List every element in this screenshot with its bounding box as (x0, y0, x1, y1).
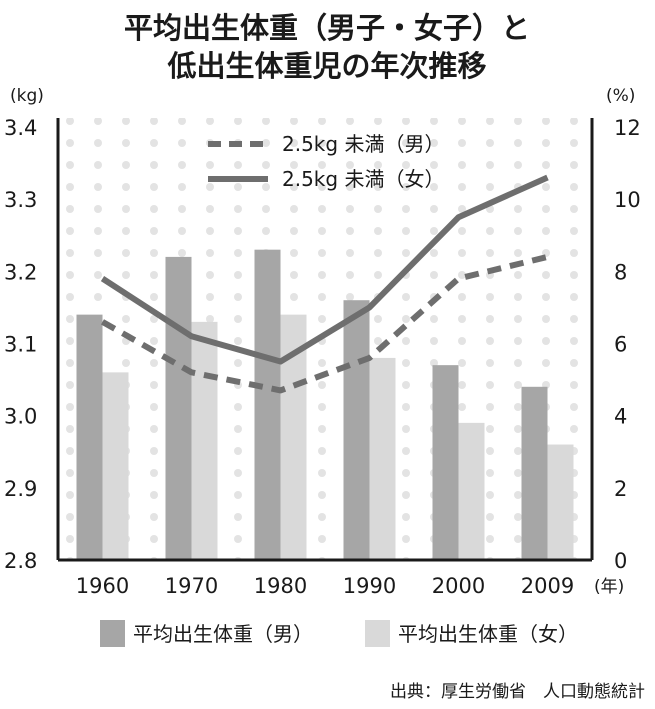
legend-label-solid-line: 2.5kg 未満（女） (282, 167, 444, 191)
x-tick-label: 2009 (521, 574, 574, 598)
line-low-weight-female (100, 174, 549, 365)
x-tick-label: 2000 (432, 574, 485, 598)
legend-label-dashed-line: 2.5kg 未満（男） (282, 132, 444, 156)
right-tick-label: 0 (614, 549, 627, 573)
bar-female-1970 (191, 321, 218, 560)
right-tick-label: 8 (614, 260, 627, 284)
bar-female-1990 (369, 357, 396, 560)
bar-male-1970 (165, 256, 192, 560)
legend-label-male-bar: 平均出生体重（男） (133, 622, 313, 646)
bar-female-2000 (458, 422, 485, 560)
left-tick-label: 2.8 (4, 549, 37, 573)
bar-male-1960 (76, 314, 103, 560)
source-note: 出典：厚生労働省 人口動態統計 (390, 682, 645, 702)
line-legend: 2.5kg 未満（男） 2.5kg 未満（女） (208, 132, 444, 191)
chart-title-line-2: 低出生体重児の年次推移 (166, 49, 486, 83)
x-tick-label: 1970 (165, 574, 218, 598)
right-axis-unit: (%) (606, 86, 635, 106)
left-tick-label: 3.2 (4, 260, 37, 284)
bar-male-2009 (521, 386, 548, 560)
left-tick-label: 3.0 (4, 405, 37, 429)
plot-background (58, 118, 592, 560)
bar-female-2009 (547, 444, 574, 560)
x-tick-label: 1980 (254, 574, 307, 598)
x-tick-label: 1960 (76, 574, 129, 598)
bar-female-1960 (102, 372, 129, 560)
chart-title-line-1: 平均出生体重（男子・女子）と (124, 11, 530, 45)
legend-label-female-bar: 平均出生体重（女） (398, 622, 578, 646)
x-tick-label: 1990 (343, 574, 396, 598)
right-tick-label: 4 (614, 405, 627, 429)
legend-swatch-male-bar (100, 620, 125, 647)
left-tick-label: 2.9 (4, 477, 37, 501)
bar-male-1990 (343, 300, 370, 560)
left-tick-label: 3.4 (4, 116, 37, 140)
bar-male-1980 (254, 249, 281, 560)
left-tick-label: 3.1 (4, 333, 37, 357)
right-tick-label: 2 (614, 477, 627, 501)
left-tick-label: 3.3 (4, 188, 37, 212)
line-low-weight-male (101, 253, 549, 394)
x-axis-unit: (年) (594, 577, 624, 597)
right-tick-label: 6 (614, 333, 627, 357)
bar-male-2000 (432, 365, 459, 560)
bar-legend: 平均出生体重（男） 平均出生体重（女） (100, 620, 578, 647)
legend-swatch-female-bar (365, 620, 390, 647)
right-tick-label: 12 (614, 116, 641, 140)
right-tick-label: 10 (614, 188, 641, 212)
left-axis-unit: (kg) (10, 86, 44, 106)
